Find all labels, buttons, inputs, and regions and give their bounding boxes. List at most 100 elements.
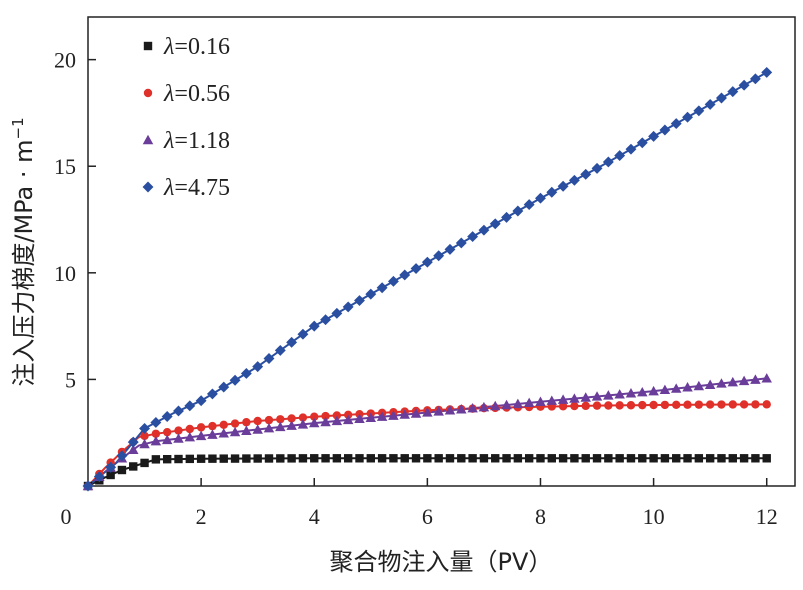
series-marker xyxy=(321,454,330,463)
y-axis-title: 注入压力梯度/MPa · m−1 xyxy=(9,117,38,386)
series-marker xyxy=(716,92,727,104)
series-marker xyxy=(151,455,161,464)
series-marker xyxy=(762,454,771,463)
series-marker xyxy=(626,454,636,463)
legend-label: λ=0.56 xyxy=(163,81,230,107)
series-marker xyxy=(625,388,637,398)
series-marker xyxy=(207,429,218,439)
series-marker xyxy=(320,416,331,427)
series-marker xyxy=(489,400,501,411)
series-marker xyxy=(557,394,569,404)
series-marker xyxy=(717,400,726,409)
series-marker xyxy=(467,231,479,243)
series-marker xyxy=(433,406,444,416)
series-marker xyxy=(738,79,750,91)
series-marker xyxy=(355,454,364,463)
series-marker xyxy=(637,386,648,397)
series-marker xyxy=(592,401,602,410)
series-marker xyxy=(287,414,296,423)
legend-marker xyxy=(142,134,154,145)
x-tick-label: 12 xyxy=(756,504,778,529)
series-marker xyxy=(570,454,579,463)
series-marker xyxy=(705,454,715,463)
series-marker xyxy=(365,412,377,422)
series-marker xyxy=(456,404,467,414)
series-marker xyxy=(694,454,704,463)
series-marker xyxy=(263,422,275,433)
y-tick-label: 10 xyxy=(54,261,76,286)
series-marker xyxy=(240,367,252,379)
series-marker xyxy=(751,454,760,463)
series-marker xyxy=(332,411,342,420)
series-marker xyxy=(354,295,365,306)
series-marker xyxy=(331,415,343,426)
series-marker xyxy=(478,224,490,236)
x-tick-label: 8 xyxy=(535,504,546,529)
series-marker xyxy=(388,410,399,420)
series-marker xyxy=(479,454,489,463)
series-marker xyxy=(365,288,377,300)
series-marker xyxy=(127,444,139,454)
series-marker xyxy=(615,401,624,410)
series-marker xyxy=(455,237,467,249)
series-marker xyxy=(93,471,105,483)
series-marker xyxy=(230,454,240,463)
series-marker xyxy=(614,389,625,399)
legend-label: λ=0.16 xyxy=(163,34,230,60)
series-marker xyxy=(320,314,332,326)
y-tick-label: 15 xyxy=(54,154,76,179)
legend-marker xyxy=(143,41,153,51)
series-marker xyxy=(399,409,410,419)
series-marker xyxy=(297,419,309,429)
series-marker xyxy=(670,118,682,130)
y-tick-label: 20 xyxy=(54,48,76,73)
series-marker xyxy=(557,180,569,192)
series-marker xyxy=(410,408,422,418)
x-tick-label: 4 xyxy=(309,504,320,529)
series-marker xyxy=(332,454,342,463)
series-marker xyxy=(241,425,252,435)
series-marker xyxy=(366,454,375,463)
series-marker xyxy=(196,454,206,463)
series-marker xyxy=(127,436,139,448)
series-marker xyxy=(342,301,354,313)
legend: λ=0.16 λ=0.56 λ=1.18 λ=4.75 xyxy=(142,34,230,201)
series-marker xyxy=(581,401,590,411)
series-marker xyxy=(229,374,241,386)
x-tick-label: 2 xyxy=(196,504,207,529)
series-marker xyxy=(739,454,749,463)
series-marker xyxy=(161,411,173,422)
series-marker xyxy=(376,411,388,421)
series-marker xyxy=(140,458,149,468)
legend-label: λ=1.18 xyxy=(163,128,230,154)
series-marker xyxy=(716,378,727,388)
series-marker xyxy=(636,137,648,149)
series-marker xyxy=(150,435,162,446)
series-marker xyxy=(150,417,162,428)
series-marker xyxy=(230,419,240,428)
series-marker xyxy=(444,405,456,415)
series-marker xyxy=(287,454,296,463)
series-marker xyxy=(275,421,286,432)
series-marker xyxy=(376,282,388,294)
series-marker xyxy=(263,353,275,364)
series-marker xyxy=(343,454,353,463)
series-marker xyxy=(638,454,647,463)
series-marker xyxy=(252,424,263,434)
series-marker xyxy=(321,411,330,421)
series-marker xyxy=(310,412,319,421)
series-marker xyxy=(491,454,500,463)
series-marker xyxy=(253,416,262,426)
series-marker xyxy=(173,433,184,443)
series-marker xyxy=(219,454,228,463)
series-marker xyxy=(670,383,682,393)
series-marker xyxy=(354,413,365,424)
series-marker xyxy=(162,427,172,437)
x-origin-label: 0 xyxy=(61,504,72,529)
series-marker xyxy=(694,400,704,409)
series-marker xyxy=(457,454,466,463)
y-axis-title-sup: −1 xyxy=(9,117,27,139)
series-marker xyxy=(693,380,705,391)
series-marker xyxy=(308,417,320,428)
series-marker xyxy=(524,454,534,463)
